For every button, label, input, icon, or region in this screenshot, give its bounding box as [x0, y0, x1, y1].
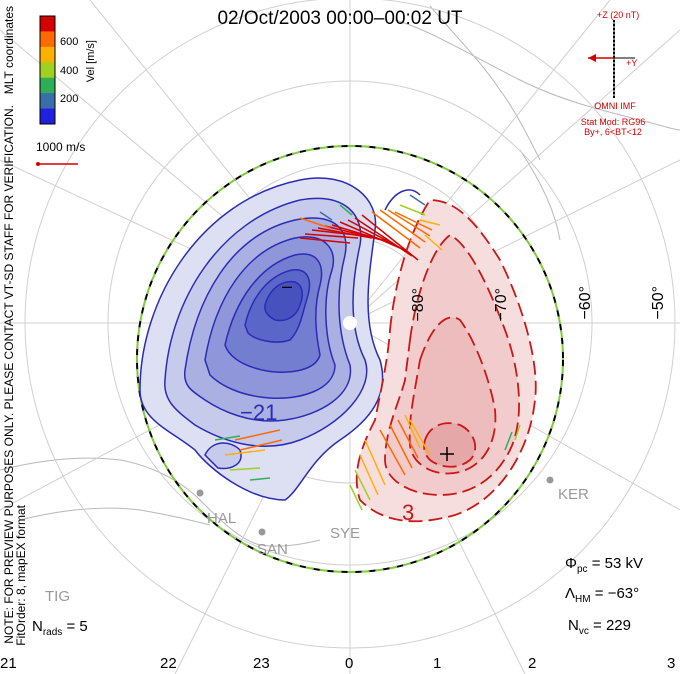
mlt-label-22: 22 [160, 655, 177, 672]
mlt-label-1: 1 [433, 655, 442, 672]
colorbar-label: Vel [m/s] [85, 40, 97, 83]
colorbar-tick-200: 200 [60, 93, 79, 105]
latitude-label-70: −70° [493, 288, 510, 322]
potential-extrema [440, 447, 454, 461]
mlt-label-23: 23 [253, 655, 270, 672]
station-markers [196, 476, 554, 536]
latitude-label-60: −60° [577, 286, 594, 320]
colorbar-tick-600: 600 [60, 36, 79, 48]
colorbar-segment [40, 46, 55, 63]
contour-label-positive: 3 [402, 500, 415, 525]
station-sye: SYE [330, 525, 361, 542]
colorbar-segment [40, 16, 55, 32]
imf-name: OMNI IMF [594, 101, 636, 111]
colorbar-segment [40, 108, 55, 125]
positive-potential-cell [355, 199, 537, 523]
imf-dial [588, 20, 635, 98]
imf-condition: By+, 6<BT<12 [584, 127, 642, 137]
potential-minimum-marker: – [282, 276, 293, 296]
colorbar-segment [40, 77, 55, 94]
mlt-label-3: 3 [667, 655, 676, 672]
negative-potential-cell [139, 177, 421, 501]
latitude-label-80: −80° [410, 288, 427, 322]
coordinate-label: MLT coordinates [2, 6, 16, 95]
mlt-label-21: 21 [0, 655, 17, 672]
station-tig: TIG [45, 588, 70, 605]
map-title: 02/Oct/2003 00:00–00:02 UT [217, 8, 463, 29]
colorbar-frame [39, 15, 56, 125]
coastlines [0, 5, 680, 547]
radar-count: Nrads = 5 [32, 618, 88, 638]
colorbar-segment [40, 31, 55, 48]
colorbar-segment [40, 62, 55, 79]
colorbar-segment [40, 93, 55, 110]
pole-marker [343, 316, 357, 330]
fit-order-label: FitOrder: 8, mapEX format [14, 505, 28, 646]
velocity-scale-vector [36, 162, 78, 166]
station-ker: KER [558, 486, 589, 503]
latitude-label-50: −50° [650, 286, 667, 320]
station-hal: HAL [207, 510, 237, 527]
vector-count: Nvc = 229 [568, 617, 631, 637]
imf-z-label: +Z (20 nT) [597, 10, 640, 20]
colorbar [39, 15, 56, 125]
velocity-vectors [214, 194, 521, 511]
imf-y-label: +Y [626, 58, 638, 68]
station-san: SAN [257, 541, 288, 558]
velocity-scale-label: 1000 m/s [36, 140, 86, 154]
colorbar-tick-400: 400 [60, 65, 79, 77]
stat-model: Stat Mod: RG96 [580, 117, 646, 127]
mlt-label-2: 2 [528, 655, 537, 672]
heppner-maynard-boundary: ΛHM = −63° [565, 585, 640, 605]
mlt-label-0: 0 [345, 655, 354, 672]
cross-polar-potential: Φpc = 53 kV [565, 555, 643, 575]
contour-label-negative: −21 [240, 400, 278, 425]
